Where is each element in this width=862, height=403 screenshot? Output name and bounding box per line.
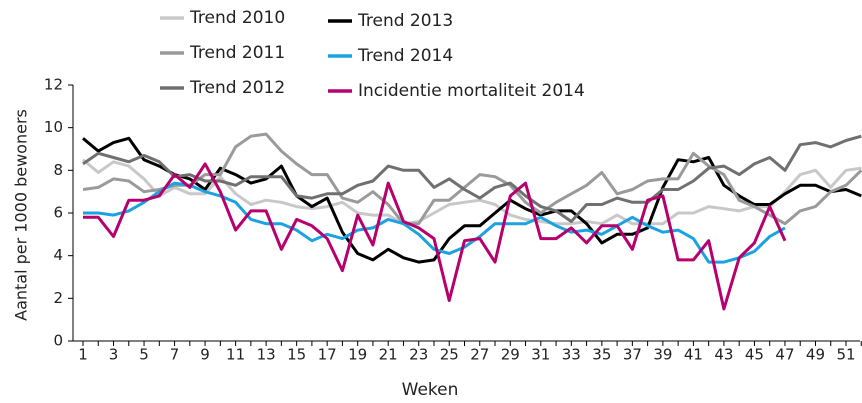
x-tick-label: 47 [775,346,794,364]
x-tick-label: 45 [745,346,764,364]
x-tick-label: 23 [409,346,428,364]
x-tick-label: 21 [379,346,398,364]
y-tick-label: 2 [53,289,63,307]
x-tick-label: 31 [531,346,550,364]
x-tick-label: 39 [653,346,672,364]
x-tick-label: 15 [287,346,306,364]
y-tick-label: 8 [53,161,63,179]
x-tick-label: 43 [714,346,733,364]
legend-label: Trend 2014 [357,46,453,66]
line-series [83,162,787,311]
x-tick-label: 1 [78,346,88,364]
y-axis-label: Aantal per 1000 bewoners [12,109,31,321]
x-tick-label: 25 [440,346,459,364]
x-tick-label: 3 [109,346,119,364]
x-tick-label: 27 [470,346,489,364]
x-tick-label: 41 [684,346,703,364]
legend-label: Trend 2011 [189,43,285,63]
x-tick-label: 7 [170,346,180,364]
x-tick-label: 51 [836,346,855,364]
x-tick-label: 33 [562,346,581,364]
x-tick-label: 17 [318,346,337,364]
y-tick-label: 0 [53,332,63,350]
y-tick-label: 10 [44,118,63,136]
x-tick-label: 5 [139,346,149,364]
x-tick-label: 29 [501,346,520,364]
x-tick-label: 19 [348,346,367,364]
line-series [82,158,862,226]
y-tick-label: 4 [53,246,63,264]
x-tick-label: 37 [623,346,642,364]
legend-label: Trend 2010 [189,8,285,28]
y-tick-label: 6 [53,204,63,222]
x-tick-label: 13 [257,346,276,364]
line-series [82,134,862,223]
x-axis-label: Weken [402,380,459,400]
line-series [82,132,862,226]
x-tick-label: 11 [226,346,245,364]
legend-label: Trend 2012 [189,78,285,98]
x-tick-label: 9 [200,346,210,364]
line-series [83,181,786,264]
legend-label: Trend 2013 [357,11,453,31]
x-tick-label: 35 [592,346,611,364]
y-tick-label: 12 [44,76,63,94]
x-tick-label: 49 [806,346,825,364]
legend-label: Incidentie mortaliteit 2014 [358,81,585,101]
